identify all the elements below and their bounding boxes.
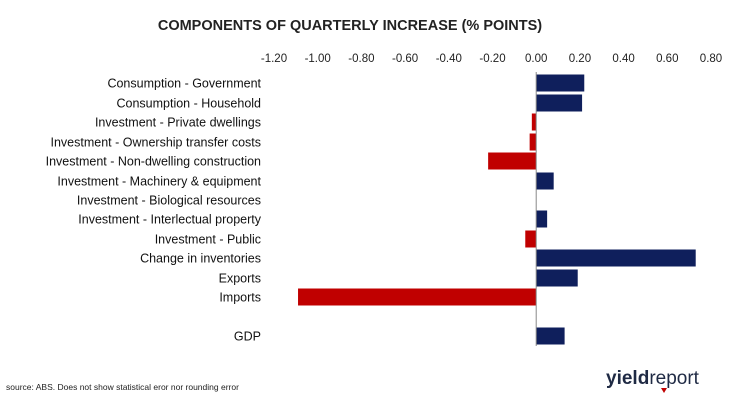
logo-report-text: report	[649, 368, 699, 389]
bars	[298, 74, 696, 345]
x-tick-label: -0.40	[436, 53, 462, 65]
bar	[536, 269, 578, 287]
tick-labels: -1.20 -1.00 -0.80 -0.60 -0.40 -0.20 0.00 0.20 0.…	[261, 53, 722, 65]
source-note: source: ABS. Does not show statistical e…	[6, 382, 239, 392]
x-tick-label: -0.60	[392, 53, 418, 65]
x-tick-label: -0.80	[348, 53, 374, 65]
bar	[536, 74, 585, 92]
bar	[536, 210, 548, 228]
chart-title: COMPONENTS OF QUARTERLY INCREASE (% POIN…	[158, 18, 542, 34]
bar	[536, 94, 583, 112]
bar	[531, 113, 537, 131]
category-label: Imports	[219, 291, 261, 305]
bar	[536, 327, 565, 345]
x-tick-label: 0.40	[612, 53, 634, 65]
bar	[529, 133, 537, 151]
bar	[488, 152, 537, 170]
bar	[298, 288, 537, 306]
yieldreport-logo: yieldreport	[606, 368, 700, 393]
x-tick-label: -1.20	[261, 53, 287, 65]
category-labels: Consumption - Government Consumption - Ho…	[46, 77, 262, 344]
logo-accent-mark	[661, 388, 667, 393]
category-label: Investment - Ownership transfer costs	[51, 136, 262, 150]
category-label: Investment - Public	[155, 233, 261, 247]
category-label: Investment - Biological resources	[77, 194, 261, 208]
x-tick-label: 0.80	[700, 53, 722, 65]
category-label: Investment - Private dwellings	[95, 116, 261, 130]
category-label: Change in inventories	[140, 252, 261, 266]
x-tick-label: -0.20	[479, 53, 505, 65]
x-tick-label: 0.20	[569, 53, 591, 65]
category-label: Investment - Non-dwelling construction	[46, 155, 261, 169]
x-tick-label: 0.00	[525, 53, 547, 65]
category-label: Consumption - Government	[107, 77, 261, 91]
x-tick-label: 0.60	[656, 53, 678, 65]
bar	[536, 249, 696, 267]
bar	[525, 230, 537, 248]
category-label: Investment - Interlectual property	[78, 213, 261, 227]
category-label: Consumption - Household	[116, 97, 261, 111]
bar	[536, 172, 554, 190]
x-tick-label: -1.00	[305, 53, 331, 65]
category-label: GDP	[234, 330, 261, 344]
svg-text:yieldreport: yieldreport	[606, 368, 700, 389]
category-label: Investment - Machinery & equipment	[57, 175, 261, 189]
category-label: Exports	[219, 272, 261, 286]
logo-yield-text: yield	[606, 368, 649, 389]
